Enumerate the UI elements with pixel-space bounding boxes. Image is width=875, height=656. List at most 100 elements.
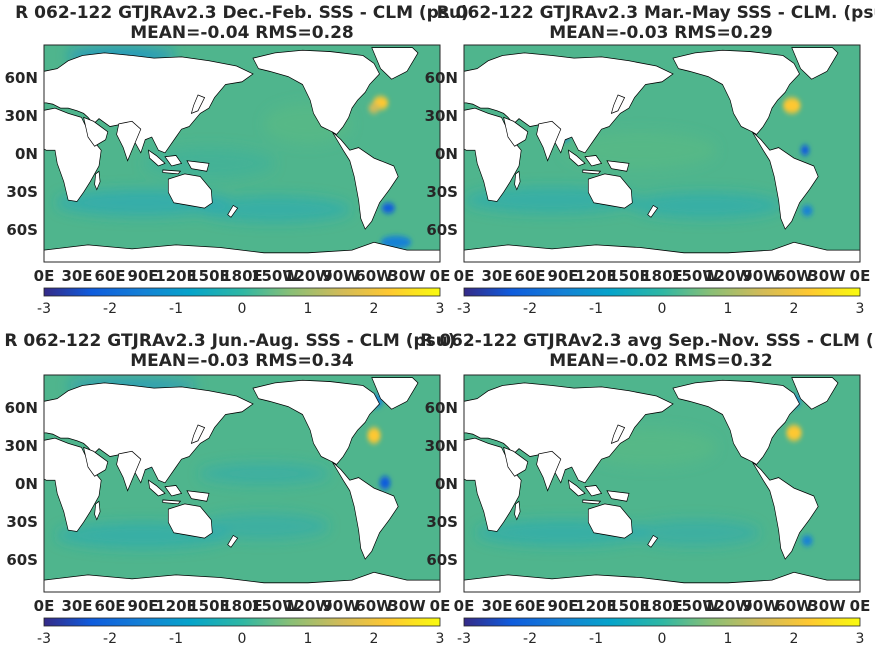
xtick-label: 30E [481,267,512,285]
colorbar-tick-label: -1 [169,301,183,317]
xtick-label: 30W [808,597,846,615]
ytick-0n: 0N [435,475,458,493]
ytick-60n: 60N [425,69,458,87]
panel-2-frame [463,44,861,263]
panel-1-map [44,45,440,262]
panel-1-yticks: 60N 30N 0N 30S 60S [5,69,38,239]
panel-2-cbticks: -3 -2 -1 0 1 2 3 [457,301,864,317]
xtick-label: 90E [547,267,578,285]
xtick-label: 150W [251,267,299,285]
colorbar-tick-label: -2 [523,301,537,317]
xtick-label: 0E [454,597,475,615]
xtick-label: 0E [430,597,451,615]
panel-1-frame [43,44,441,263]
ytick-60s: 60S [426,221,458,239]
colorbar-tick-label: 0 [238,301,247,317]
xtick-label: 0E [34,267,55,285]
xtick-label: 0E [430,267,451,285]
xtick-label: 150W [671,267,719,285]
colorbar-tick-label: -1 [589,301,603,317]
panel-4-title: R 062-122 GTJRAv2.3 avg Sep.-Nov. SSS - … [420,331,875,351]
panel-4-yticks: 60N 30N 0N 30S 60S [425,399,458,569]
xtick-label: 120W [704,267,752,285]
panel-3-stats: MEAN=-0.03 RMS=0.34 [130,351,354,371]
panel-3-cbticks: -3 -2 -1 0 1 2 3 [37,631,444,647]
panel-1-colorbar [43,287,441,297]
xtick-label: 120E [575,597,617,615]
panel-2-stats: MEAN=-0.03 RMS=0.29 [549,23,773,43]
xtick-label: 60E [94,267,125,285]
panel-3-xticks: 0E 30E 60E 90E120E150E180E150W120W90W60W30W… [34,597,451,615]
colorbar-tick-label: 3 [436,301,445,317]
xtick-label: 120W [284,267,332,285]
colorbar-tick-label: -3 [457,301,471,317]
ytick-30n: 30N [5,107,38,125]
xtick-label: 30W [388,597,426,615]
panel-1-stats: MEAN=-0.04 RMS=0.28 [130,23,354,43]
ytick-30n: 30N [5,437,38,455]
colorbar-tick-label: 1 [304,631,313,647]
ytick-0n: 0N [435,145,458,163]
xtick-label: 120E [155,597,197,615]
xtick-label: 30E [481,597,512,615]
panel-4-colorbar [463,617,861,627]
xtick-label: 120W [704,597,752,615]
xtick-label: 120E [575,267,617,285]
panel-4-map [464,375,860,592]
colorbar-tick-label: 2 [790,631,799,647]
ytick-0n: 0N [15,475,38,493]
panel-3-yticks: 60N 30N 0N 30S 60S [5,399,38,569]
panel-3-map [44,375,440,592]
xtick-label: 60E [514,267,545,285]
anomaly-field [55,378,330,549]
panel-2-title: R 062-122 GTJRAv2.3 Mar.-May SSS - CLM. … [437,3,875,23]
xtick-label: 90W [742,597,780,615]
xtick-label: 30W [388,267,426,285]
xtick-label: 180E [221,597,263,615]
ytick-60s: 60S [6,221,38,239]
ytick-30s: 30S [426,513,458,531]
ytick-30n: 30N [425,437,458,455]
colorbar-tick-label: -3 [457,631,471,647]
panel-1-title: R 062-122 GTJRAv2.3 Dec.-Feb. SSS - CLM … [15,3,469,23]
colorbar-tick-label: 1 [304,301,313,317]
xtick-label: 0E [454,267,475,285]
colorbar-tick-label: -1 [589,631,603,647]
xtick-label: 180E [221,267,263,285]
colorbar-tick-label: -3 [37,631,51,647]
colorbar-tick-label: 2 [370,631,379,647]
colorbar-tick-label: 2 [370,301,379,317]
xtick-label: 0E [34,597,55,615]
xtick-label: 120W [284,597,332,615]
panel-4-cbticks: -3 -2 -1 0 1 2 3 [457,631,864,647]
panel-2-colorbar [463,287,861,297]
panel-4: R 062-122 GTJRAv2.3 avg Sep.-Nov. SSS - … [420,331,875,647]
colorbar-tick-label: -3 [37,301,51,317]
panel-3-colorbar [43,617,441,627]
ytick-30s: 30S [426,183,458,201]
colorbar-tick-label: 3 [436,631,445,647]
ytick-60n: 60N [425,399,458,417]
xtick-label: 90E [127,267,158,285]
xtick-label: 90W [742,267,780,285]
panel-1-cbticks: -3 -2 -1 0 1 2 3 [37,301,444,317]
ytick-60s: 60S [426,551,458,569]
xtick-label: 0E [850,597,871,615]
colorbar-tick-label: 0 [658,631,667,647]
colorbar-tick-label: 0 [238,631,247,647]
xtick-label: 90E [127,597,158,615]
ytick-60n: 60N [5,399,38,417]
panel-3: R 062-122 GTJRAv2.3 Jun.-Aug. SSS - CLM … [4,331,455,647]
ytick-30n: 30N [425,107,458,125]
colorbar-tick-label: -1 [169,631,183,647]
xtick-label: 0E [850,267,871,285]
xtick-label: 180E [641,267,683,285]
xtick-label: 150E [188,597,230,615]
xtick-label: 60W [775,267,813,285]
xtick-label: 120E [155,267,197,285]
xtick-label: 150E [608,597,650,615]
colorbar-tick-label: -2 [523,631,537,647]
panel-4-stats: MEAN=-0.02 RMS=0.32 [549,351,773,371]
xtick-label: 150E [188,267,230,285]
xtick-label: 180E [641,597,683,615]
